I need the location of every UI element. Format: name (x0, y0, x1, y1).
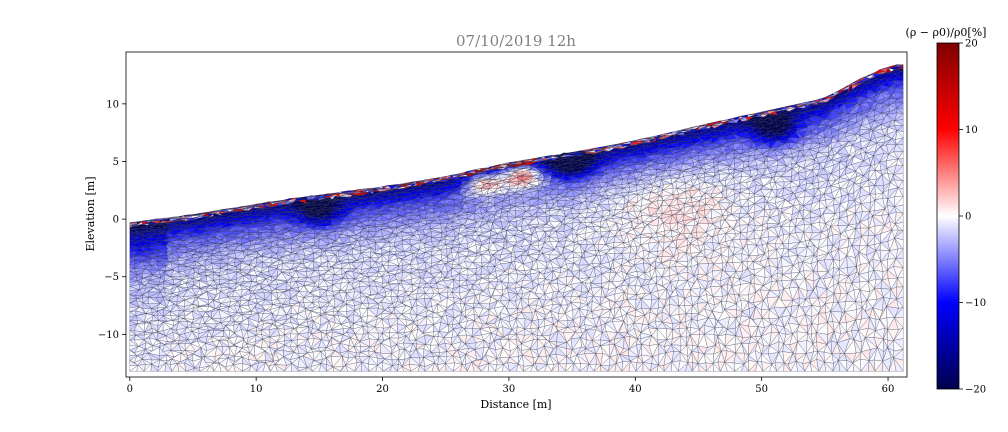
mesh-layer (129, 64, 904, 372)
